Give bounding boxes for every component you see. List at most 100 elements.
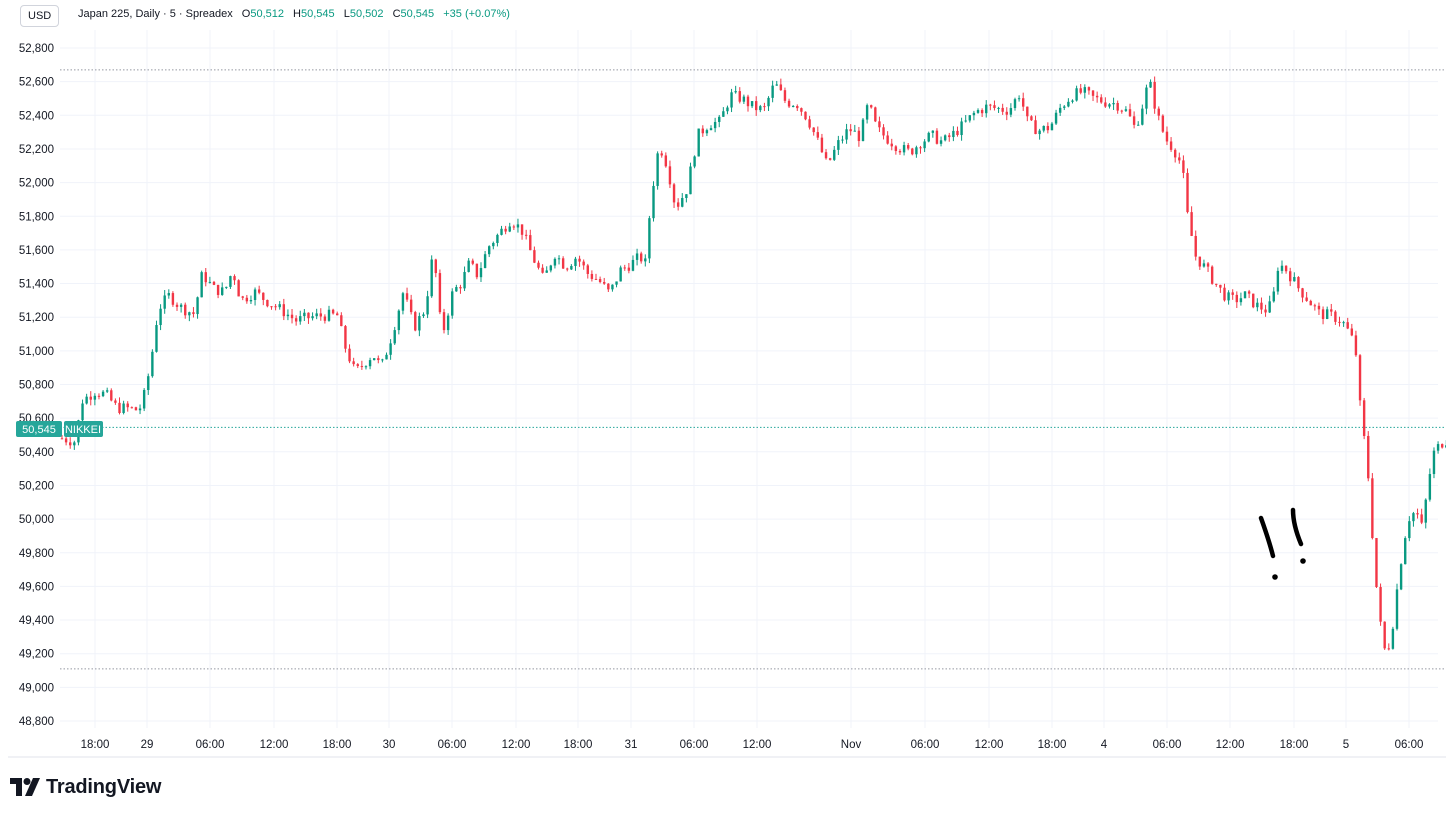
candle	[336, 311, 339, 316]
handwritten-exclamation-annotation	[1258, 507, 1306, 580]
candle	[138, 404, 142, 415]
candle	[886, 131, 889, 145]
candle	[1050, 121, 1054, 131]
candle	[348, 344, 351, 364]
candle	[93, 393, 97, 406]
candle	[60, 435, 64, 440]
time-tick-label: Nov	[841, 739, 862, 751]
candle	[434, 258, 438, 278]
candle	[1198, 256, 1202, 270]
candle	[906, 142, 910, 151]
symbol-tag: NIKKEI	[65, 424, 101, 436]
price-chart[interactable]: 52,800 52,600 52,400 52,200 52,000 51,800 51,6…	[8, 0, 1446, 758]
candle	[479, 262, 483, 282]
candle	[976, 108, 980, 114]
reference-lines	[60, 69, 1446, 670]
candle	[266, 299, 269, 308]
candle	[828, 157, 832, 161]
candle	[1391, 626, 1395, 650]
candle	[196, 296, 199, 319]
price-axis[interactable]: 52,800 52,600 52,400 52,200 52,000 51,800 51,6…	[19, 43, 54, 728]
currency-button[interactable]: USD	[20, 5, 60, 27]
time-tick-label: 12:00	[743, 739, 772, 751]
candle	[155, 320, 158, 353]
candle	[849, 124, 852, 136]
candle	[492, 241, 495, 250]
candle	[791, 105, 795, 108]
price-tick-label: 52,600	[19, 77, 54, 89]
candle	[771, 80, 774, 103]
candle	[775, 80, 778, 86]
last-price-value: 50,545	[22, 424, 56, 436]
candle	[582, 259, 585, 270]
candle	[290, 309, 294, 324]
candle	[414, 310, 417, 332]
candle	[1387, 643, 1390, 651]
candle	[1173, 148, 1177, 163]
candle	[1009, 103, 1013, 118]
candle	[229, 275, 232, 289]
high-value: 50,545	[301, 8, 335, 20]
candle	[734, 85, 737, 94]
time-axis[interactable]: 18:00 29 06:00 12:00 18:00 30 06:00 12:00 18:00 3…	[81, 739, 1424, 751]
candle	[1095, 91, 1099, 103]
candle	[1301, 287, 1304, 303]
symbol-title[interactable]: Japan 225, Daily · 5 · Spreadex	[78, 8, 233, 20]
candle	[426, 290, 429, 319]
candle	[1325, 306, 1329, 320]
candle	[1067, 98, 1070, 108]
candle	[151, 349, 154, 378]
candle	[225, 286, 228, 290]
time-tick-label: 12:00	[1216, 739, 1245, 751]
candle	[1342, 320, 1345, 327]
candle	[483, 251, 487, 269]
brand-name: TradingView	[46, 775, 162, 798]
time-tick-label: 31	[625, 739, 638, 751]
price-tick-label: 52,200	[19, 144, 54, 156]
price-tick-label: 50,800	[19, 380, 54, 392]
candle	[1412, 511, 1415, 527]
price-tick-label: 52,400	[19, 110, 54, 122]
candle	[1313, 303, 1317, 311]
time-tick-label: 12:00	[975, 739, 1004, 751]
time-tick-label: 18:00	[1280, 739, 1309, 751]
time-tick-label: 29	[141, 739, 154, 751]
candle	[557, 255, 561, 265]
candle	[163, 290, 166, 314]
candle	[980, 108, 984, 117]
candle	[364, 365, 368, 370]
candle	[278, 301, 281, 310]
candle	[438, 269, 442, 315]
candle	[319, 308, 322, 321]
candle	[931, 130, 935, 138]
candle	[861, 118, 865, 142]
candle	[299, 310, 302, 325]
candle	[935, 128, 939, 145]
candle	[459, 284, 462, 294]
symbol-legend: Japan 225, Daily · 5 · Spreadex O50,512 …	[78, 6, 510, 22]
open-label: O	[241, 8, 251, 20]
candle	[463, 266, 466, 292]
candle	[1317, 302, 1321, 315]
candle	[233, 274, 236, 285]
candle	[1436, 441, 1440, 454]
candle	[311, 312, 314, 321]
candle	[755, 96, 758, 116]
candle	[241, 295, 244, 301]
chart-frame[interactable]: 52,800 52,600 52,400 52,200 52,000 51,800 51,6…	[8, 0, 1446, 758]
candle	[1408, 516, 1411, 542]
tradingview-logo[interactable]: TradingView	[10, 776, 161, 798]
candle	[611, 284, 614, 292]
candle	[759, 104, 762, 113]
candle	[956, 126, 959, 137]
candle	[586, 263, 589, 279]
candle	[1276, 267, 1280, 295]
candle	[738, 87, 741, 104]
candle	[1186, 168, 1189, 214]
candle	[372, 358, 376, 361]
candle	[1309, 299, 1312, 306]
candle	[442, 308, 446, 334]
candle	[1206, 261, 1210, 272]
candle	[779, 78, 783, 91]
candle	[105, 387, 109, 394]
